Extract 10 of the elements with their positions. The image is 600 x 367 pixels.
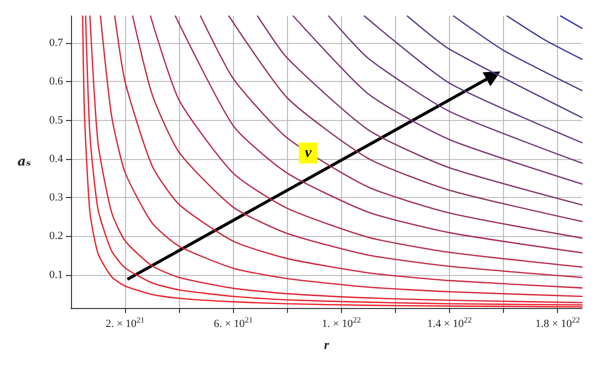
y-tick-label: 0.4 [49,152,64,165]
y-tick-label: 0.6 [49,76,64,88]
y-tick-label: 0.3 [49,192,64,204]
x-axis-title: r [324,337,330,352]
y-axis-title: aₛ [17,154,31,170]
y-tick-label: 0.7 [49,37,64,50]
y-tick-label: 0.2 [49,230,63,242]
y-tick-label: 0.1 [49,268,63,281]
y-tick-label: 0.5 [49,114,64,126]
annotation: v [304,145,312,162]
